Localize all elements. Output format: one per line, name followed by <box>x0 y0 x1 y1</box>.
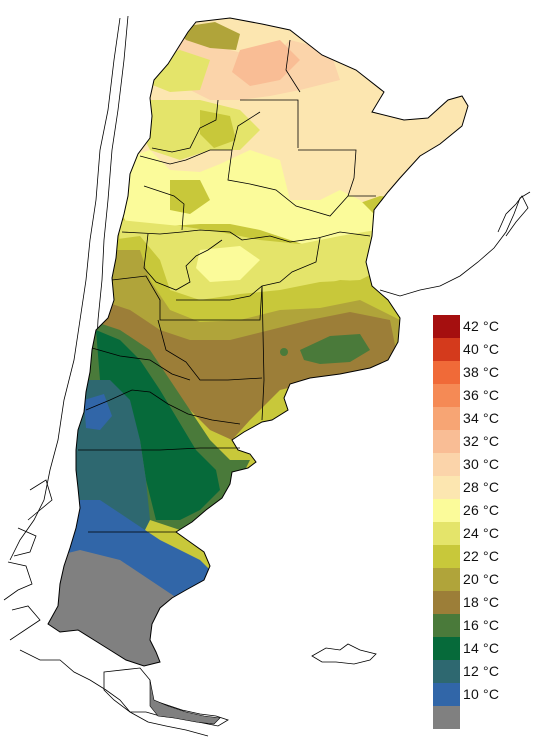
tierra-del-fuego <box>149 679 221 725</box>
legend-entry: 42 °C <box>433 315 533 338</box>
legend-swatch <box>433 568 460 591</box>
legend-label: 32 °C <box>463 433 500 449</box>
legend-entry: 34 °C <box>433 407 533 430</box>
legend-entry: 20 °C <box>433 568 533 591</box>
legend-label: 22 °C <box>463 548 500 564</box>
legend-label: 18 °C <box>463 594 500 610</box>
legend-label: 10 °C <box>463 686 500 702</box>
temperature-zones <box>48 18 468 666</box>
legend-entry: 36 °C <box>433 384 533 407</box>
legend-entry: 18 °C <box>433 591 533 614</box>
legend-swatch <box>433 430 460 453</box>
legend-swatch <box>433 522 460 545</box>
legend-swatch <box>433 660 460 683</box>
legend-swatch <box>433 706 460 729</box>
legend-entry: 10 °C <box>433 683 533 706</box>
legend-swatch <box>433 545 460 568</box>
legend-swatch <box>433 683 460 706</box>
legend-swatch <box>433 614 460 637</box>
legend-swatch <box>433 407 460 430</box>
legend-label: 28 °C <box>463 479 500 495</box>
legend-entry: 30 °C <box>433 453 533 476</box>
legend-entry: 22 °C <box>433 545 533 568</box>
legend-swatch <box>433 361 460 384</box>
legend-label: 20 °C <box>463 571 500 587</box>
legend-entry <box>433 706 533 729</box>
legend-entry: 40 °C <box>433 338 533 361</box>
legend-entry: 38 °C <box>433 361 533 384</box>
legend-entry: 32 °C <box>433 430 533 453</box>
legend-swatch <box>433 476 460 499</box>
legend-swatch <box>433 637 460 660</box>
argentina-outline <box>47 17 469 667</box>
legend-label: 30 °C <box>463 456 500 472</box>
legend-entry: 24 °C <box>433 522 533 545</box>
legend-label: 12 °C <box>463 663 500 679</box>
legend-label: 38 °C <box>463 364 500 380</box>
legend-swatch <box>433 591 460 614</box>
legend-swatch <box>433 499 460 522</box>
legend-entry: 12 °C <box>433 660 533 683</box>
temperature-legend: 42 °C 40 °C 38 °C 36 °C 34 °C 32 °C 30 °C 28 °C… <box>433 315 533 729</box>
legend-label: 42 °C <box>463 318 500 334</box>
legend-swatch <box>433 338 460 361</box>
legend-swatch <box>433 453 460 476</box>
legend-label: 24 °C <box>463 525 500 541</box>
legend-label: 26 °C <box>463 502 500 518</box>
legend-entry: 26 °C <box>433 499 533 522</box>
legend-label: 34 °C <box>463 410 500 426</box>
legend-label: 36 °C <box>463 387 500 403</box>
legend-label: 14 °C <box>463 640 500 656</box>
province-borders <box>78 39 376 533</box>
legend-entry: 28 °C <box>433 476 533 499</box>
neighbor-outlines <box>3 15 531 737</box>
legend-entry: 14 °C <box>433 637 533 660</box>
legend-label: 40 °C <box>463 341 500 357</box>
legend-swatch <box>433 384 460 407</box>
legend-swatch <box>433 315 460 338</box>
legend-label: 16 °C <box>463 617 500 633</box>
legend-entry: 16 °C <box>433 614 533 637</box>
